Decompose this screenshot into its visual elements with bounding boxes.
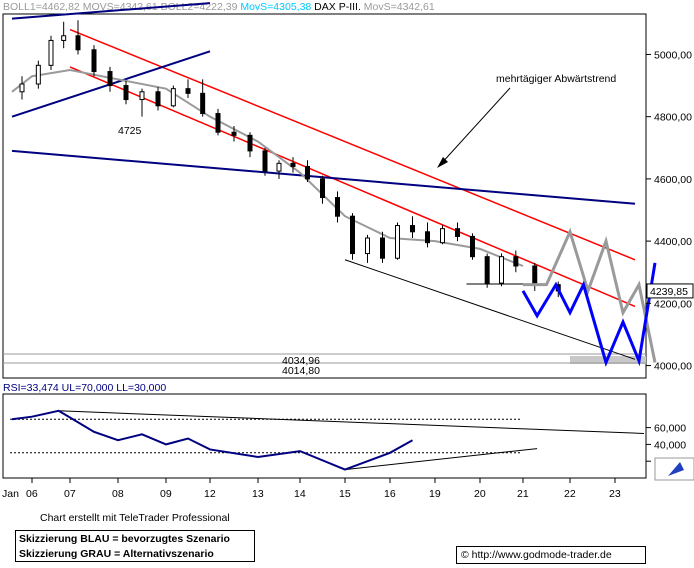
candle — [61, 21, 67, 49]
candle — [200, 79, 206, 117]
trendline-upper-blue-line — [11, 2, 211, 20]
candle — [170, 85, 176, 108]
x-tick-label: 07 — [64, 488, 76, 500]
indicator-5: MovS=4342,61 — [361, 1, 435, 13]
indicator-header: BOLL1=4462,82 MOVS=4342,61 BOLL2=4222,39… — [3, 1, 435, 13]
candle — [470, 233, 475, 260]
candle — [155, 87, 161, 111]
candle — [455, 222, 460, 242]
rsi-line — [11, 409, 413, 471]
x-tick-label: 09 — [160, 488, 172, 500]
candle — [395, 222, 400, 260]
scenario-blue-path — [521, 262, 657, 367]
annotation-arrow-line — [439, 87, 511, 166]
candle — [410, 216, 415, 238]
annotation-4014: 4014,80 — [282, 365, 320, 377]
indicator-0: BOLL1=4462,82 — [3, 1, 80, 13]
legend-box: Skizzierung BLAU = bevorzugtes Szenario … — [15, 530, 255, 562]
moving-average-line — [11, 68, 524, 267]
candle — [185, 79, 191, 98]
annotation-downtrend: mehrtägiger Abwärtstrend — [496, 73, 616, 85]
candle — [513, 250, 519, 273]
candle — [262, 147, 268, 176]
y-tick-label: 4200,00 — [654, 298, 692, 310]
price-axis-area — [646, 14, 694, 378]
x-tick-label: 23 — [609, 488, 621, 500]
trendline-lower-red-channel — [69, 66, 636, 308]
candle — [19, 76, 25, 100]
candle — [75, 20, 81, 55]
last-price-box — [646, 283, 694, 299]
scenario-grey-path — [523, 227, 657, 363]
candle — [425, 222, 430, 248]
x-tick-label: 08 — [112, 488, 124, 500]
candle — [335, 191, 340, 223]
candle — [499, 253, 504, 287]
candle — [247, 132, 253, 158]
rsi-y-tick-label: 60,000 — [654, 423, 686, 435]
x-tick-label: 15 — [339, 488, 351, 500]
x-tick-label: 20 — [474, 488, 486, 500]
indicator-1: MOVS=4342,61 — [80, 1, 158, 13]
candle — [350, 213, 355, 260]
credit-text: Chart erstellt mit TeleTrader Profession… — [40, 512, 230, 524]
rsi-header: RSI=33,474 UL=70,000 LL=30,000 — [3, 382, 166, 394]
y-tick-label: 4800,00 — [654, 112, 692, 124]
rsi-trendline — [58, 410, 645, 434]
indicator-2: BOLL2=4222,39 — [158, 1, 238, 13]
candle — [215, 108, 221, 136]
x-tick-label: 22 — [564, 488, 576, 500]
candle — [532, 262, 538, 291]
y-tick-label: 4000,00 — [654, 361, 692, 373]
arrow-icon — [668, 462, 684, 476]
candle — [91, 45, 97, 77]
rsi-y-tick-label: 40,000 — [654, 439, 686, 451]
x-tick-label: 12 — [204, 488, 216, 500]
trendline-long-blue-trend — [11, 149, 636, 205]
x-tick-label: Jan — [2, 488, 19, 500]
legend-line-blue: Skizzierung BLAU = bevorzugtes Szenario — [19, 533, 230, 545]
candle — [107, 66, 113, 92]
candle — [231, 126, 237, 142]
x-tick-label: 19 — [429, 488, 441, 500]
trendline-upper-red-channel — [69, 28, 636, 261]
rsi-support-line — [344, 448, 538, 471]
candle — [365, 234, 370, 263]
legend-line-grey: Skizzierung GRAU = Alternativszenario — [19, 548, 214, 560]
indicator-3: MovS=4305,38 — [237, 1, 311, 13]
candle — [320, 175, 325, 204]
x-tick-label: 16 — [384, 488, 396, 500]
source-link[interactable]: © http://www.godmode-trader.de — [456, 546, 646, 564]
x-tick-label: 14 — [294, 488, 306, 500]
x-tick-label: 06 — [26, 488, 38, 500]
y-tick-label: 4400,00 — [654, 236, 692, 248]
annotation-4725: 4725 — [118, 125, 142, 137]
candle — [276, 160, 282, 179]
x-tick-label: 13 — [252, 488, 264, 500]
annotation-4034: 4034,96 — [282, 355, 320, 367]
x-tick-label: 21 — [517, 488, 529, 500]
candle — [305, 160, 310, 182]
annotation-arrow-icon — [437, 157, 448, 168]
trendline-support-wedge — [344, 259, 636, 360]
candle — [139, 88, 145, 117]
candle — [484, 253, 490, 288]
candle — [440, 225, 445, 245]
y-tick-label: 5000,00 — [654, 49, 692, 61]
candle — [48, 35, 54, 70]
last-price-label: 4239,85 — [650, 286, 688, 298]
y-tick-label: 4600,00 — [654, 174, 692, 186]
indicator-4: DAX P-III. — [311, 1, 361, 13]
candle — [290, 157, 296, 173]
candle — [123, 80, 129, 105]
rsi-panel-frame — [2, 393, 647, 479]
candle — [35, 60, 41, 89]
candle — [380, 231, 385, 263]
